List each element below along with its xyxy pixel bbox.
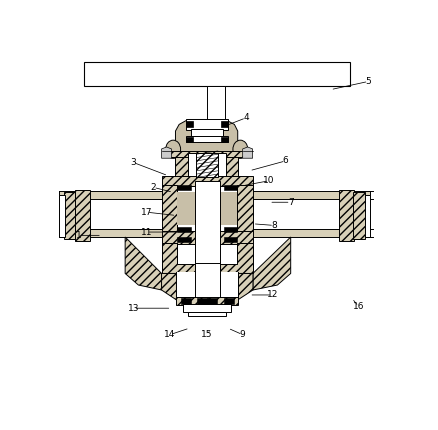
Bar [177, 272, 238, 297]
Bar [176, 153, 188, 178]
Bar [187, 120, 228, 130]
Bar [177, 192, 237, 225]
Bar [186, 137, 193, 141]
Bar [162, 231, 253, 244]
Ellipse shape [166, 140, 180, 158]
Bar [198, 298, 208, 304]
Bar [165, 151, 249, 157]
Bar [177, 237, 191, 242]
Polygon shape [253, 237, 291, 290]
Bar [75, 190, 90, 241]
Text: 15: 15 [201, 330, 212, 339]
Text: 8: 8 [271, 221, 277, 230]
Polygon shape [162, 147, 172, 158]
Polygon shape [243, 147, 253, 158]
Bar [225, 153, 238, 178]
Bar [224, 237, 237, 242]
Bar [59, 229, 162, 237]
Bar [364, 195, 371, 237]
Text: 2: 2 [151, 183, 156, 192]
Bar [207, 298, 217, 304]
Bar [195, 262, 219, 298]
Text: 12: 12 [267, 290, 278, 299]
Bar [187, 136, 228, 141]
Bar [207, 86, 225, 120]
Bar [224, 298, 234, 304]
Bar [177, 185, 191, 190]
Bar [195, 181, 219, 264]
Text: 11: 11 [141, 227, 152, 236]
Bar [181, 298, 191, 304]
Text: 16: 16 [353, 302, 364, 311]
Polygon shape [176, 120, 238, 157]
Bar [177, 297, 238, 305]
Text: 4: 4 [243, 114, 249, 122]
Bar [253, 190, 371, 199]
Text: 6: 6 [283, 157, 289, 166]
Polygon shape [219, 243, 253, 273]
Polygon shape [125, 237, 162, 290]
Bar [221, 137, 229, 141]
Polygon shape [162, 273, 253, 300]
Bar [224, 227, 237, 232]
Bar [186, 121, 193, 127]
Bar [59, 195, 65, 237]
Ellipse shape [233, 140, 248, 158]
Bar [188, 153, 226, 178]
Bar [162, 243, 177, 273]
Bar [237, 243, 253, 273]
Text: 7: 7 [288, 198, 293, 207]
Bar [191, 129, 223, 136]
Bar [221, 121, 229, 127]
Text: 14: 14 [164, 330, 176, 339]
Bar [339, 190, 353, 241]
Bar [177, 227, 191, 232]
Bar [162, 176, 253, 186]
Bar [353, 192, 364, 239]
Bar [59, 190, 162, 199]
Bar [183, 304, 231, 312]
Text: 1: 1 [76, 231, 81, 240]
Bar [224, 185, 237, 190]
Bar [188, 311, 226, 316]
Bar [196, 153, 218, 178]
Polygon shape [162, 243, 195, 273]
Text: 5: 5 [366, 77, 371, 86]
Text: 17: 17 [141, 208, 152, 217]
Text: 10: 10 [263, 176, 275, 185]
Bar [162, 185, 177, 232]
Text: 3: 3 [131, 158, 136, 167]
Bar [84, 61, 350, 86]
Text: 9: 9 [240, 330, 246, 339]
Text: 13: 13 [127, 304, 139, 313]
Bar [64, 192, 75, 239]
Bar [237, 185, 253, 232]
Bar [177, 185, 237, 232]
Bar [253, 229, 371, 237]
